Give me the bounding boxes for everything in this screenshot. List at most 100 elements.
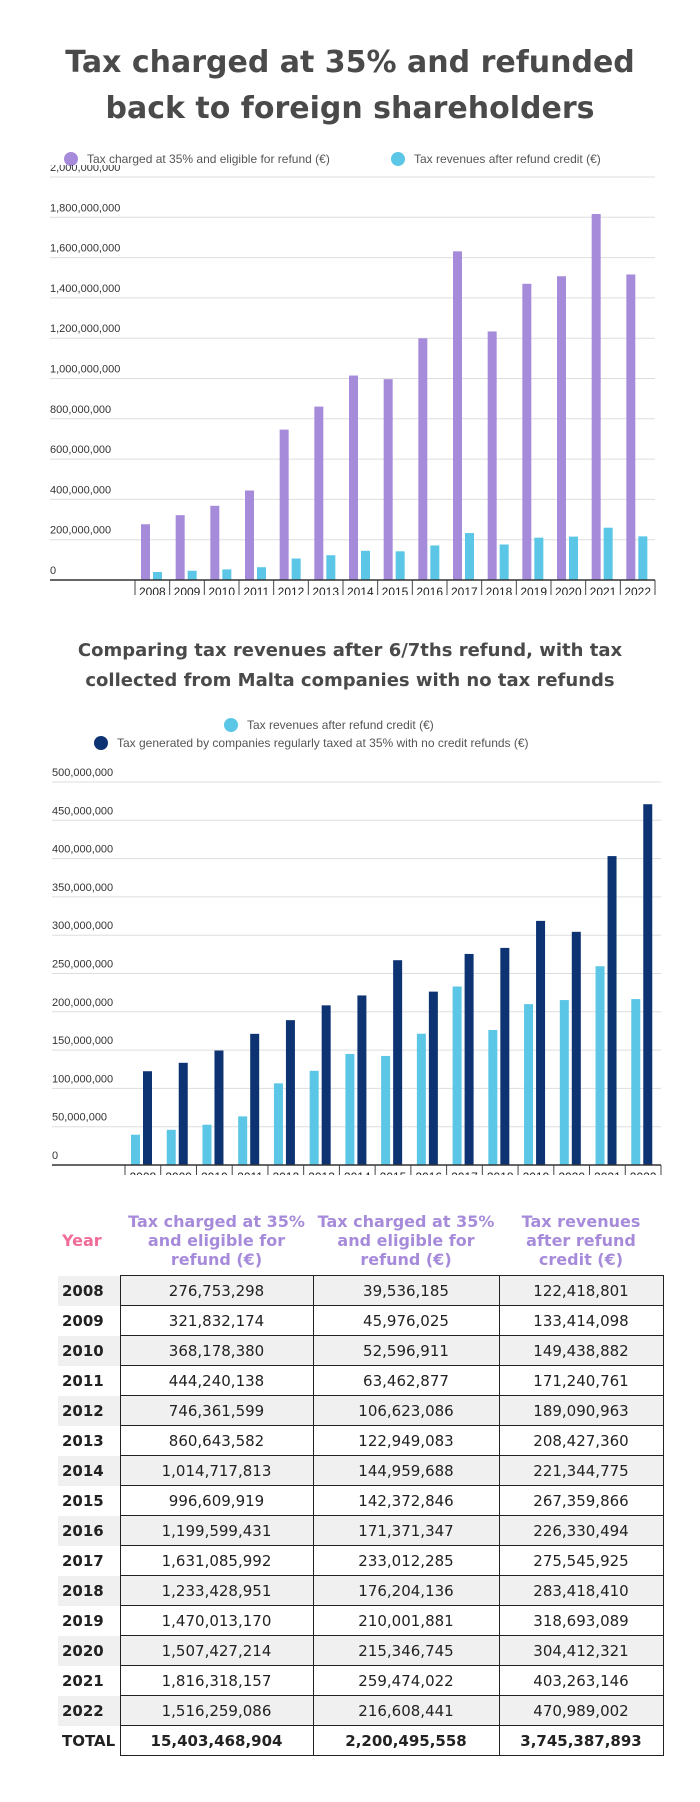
bar-charged xyxy=(314,406,324,580)
table-cell-value: 133,414,098 xyxy=(498,1305,664,1336)
table-cell-year: 2017 xyxy=(62,1551,104,1570)
bar-charged xyxy=(626,274,636,580)
x-tick-label: 2011 xyxy=(237,1170,263,1175)
table-cell-year: 2013 xyxy=(62,1431,104,1450)
table-header-col1: Tax charged at 35% and eligible for refu… xyxy=(120,1212,313,1276)
table-cell-value: 144,959,688 xyxy=(312,1455,500,1486)
header-line: Tax revenues xyxy=(521,1212,641,1231)
table-cell-year: 2012 xyxy=(58,1395,120,1426)
x-tick-label: 2019 xyxy=(520,585,547,595)
bar-after-refund xyxy=(395,551,405,580)
table-cell-value: 210,001,881 xyxy=(312,1605,500,1636)
y-tick-label: 1,400,000,000 xyxy=(50,283,120,295)
table-cell-year: 2021 xyxy=(62,1671,104,1690)
y-tick-label: 1,200,000,000 xyxy=(50,323,120,335)
chart1-plot: 0 200,000,000 400,000,000 600,000,000 800,00… xyxy=(50,165,656,595)
header-line: and eligible for xyxy=(147,1231,286,1250)
table-cell-value: 1,199,599,431 xyxy=(119,1515,314,1546)
table-cell-value: 176,204,136 xyxy=(312,1575,500,1606)
table-cell-value: 1,516,259,086 xyxy=(119,1695,314,1726)
table-cell-year: 2018 xyxy=(58,1575,120,1606)
bar-no-refund xyxy=(178,1062,188,1165)
table-cell-value: 189,090,963 xyxy=(498,1395,664,1426)
y-tick-label: 1,800,000,000 xyxy=(50,202,120,214)
bar-charged xyxy=(175,515,185,580)
y-tick-label: 1,000,000,000 xyxy=(50,364,120,376)
bar-after-refund xyxy=(222,569,232,580)
bar-after-refund xyxy=(603,527,613,580)
bar-after-refund xyxy=(166,1129,176,1165)
bar-after-refund xyxy=(381,1055,391,1165)
bar-charged xyxy=(383,379,393,580)
y-tick-label: 300,000,000 xyxy=(52,920,113,932)
legend-swatch xyxy=(391,152,405,166)
bar-after-refund xyxy=(534,537,544,580)
x-tick-label: 2015 xyxy=(380,1170,407,1175)
table-cell-value: 283,418,410 xyxy=(498,1575,664,1606)
bar-charged xyxy=(141,524,150,580)
table-cell-year: 2020 xyxy=(58,1635,120,1666)
bar-charged xyxy=(418,338,428,580)
table-cell-value: 267,359,866 xyxy=(498,1485,664,1516)
table-cell-value: 470,989,002 xyxy=(498,1695,664,1726)
table-row: 2018 1,233,428,951 176,204,136 283,418,410 xyxy=(58,1575,664,1606)
table-row: 2010 368,178,380 52,596,911 149,438,882 xyxy=(58,1335,664,1366)
bar-no-refund xyxy=(357,995,367,1165)
chart2-legend-item-1: Tax revenues after refund credit (€) xyxy=(224,718,434,732)
bar-after-refund xyxy=(465,533,474,580)
table-cell-value: 1,470,013,170 xyxy=(119,1605,314,1636)
bar-charged xyxy=(349,375,358,580)
table-row: 2017 1,631,085,992 233,012,285 275,545,925 xyxy=(58,1545,664,1576)
bar-no-refund xyxy=(250,1033,260,1165)
x-tick-label: 2017 xyxy=(451,1170,478,1175)
chart2-title-line2: collected from Malta companies with no t… xyxy=(85,670,615,691)
bar-charged xyxy=(591,214,601,580)
x-tick-label: 2021 xyxy=(594,1170,621,1175)
x-tick-label: 2022 xyxy=(624,585,651,595)
y-tick-label: 450,000,000 xyxy=(52,805,113,817)
bar-after-refund xyxy=(430,545,440,580)
legend-label: Tax charged at 35% and eligible for refu… xyxy=(87,152,330,166)
table-header-row: Year Tax charged at 35% and eligible for… xyxy=(58,1212,663,1276)
table-header-col2: Tax charged at 35% and eligible for refu… xyxy=(313,1212,499,1276)
y-tick-label: 350,000,000 xyxy=(52,882,113,894)
x-tick-label: 2014 xyxy=(347,585,374,595)
y-tick-label: 1,600,000,000 xyxy=(50,243,120,255)
x-tick-label: 2015 xyxy=(382,585,409,595)
table-cell-value: 1,816,318,157 xyxy=(119,1665,314,1696)
y-tick-label: 0 xyxy=(52,1150,58,1162)
y-tick-label: 100,000,000 xyxy=(52,1073,113,1085)
table-total-row: TOTAL 15,403,468,904 2,200,495,558 3,745,38… xyxy=(58,1725,664,1756)
bar-after-refund xyxy=(452,986,462,1165)
bar-charged xyxy=(210,505,220,580)
bar-after-refund xyxy=(499,544,509,580)
table-cell-value: 275,545,925 xyxy=(498,1545,664,1576)
header-line: Tax charged at 35% xyxy=(317,1212,495,1231)
x-tick-label: 2014 xyxy=(344,1170,371,1175)
table-cell-value: 171,240,761 xyxy=(498,1365,664,1396)
table-cell-year: 2011 xyxy=(62,1371,104,1390)
table-cell-value: 122,949,083 xyxy=(312,1425,500,1456)
table-cell-value: 276,753,298 xyxy=(119,1275,314,1306)
y-tick-label: 2,000,000,000 xyxy=(50,165,120,174)
bar-after-refund xyxy=(131,1134,140,1165)
x-tick-label: 2008 xyxy=(139,585,166,595)
table-cell-value: 1,233,428,951 xyxy=(119,1575,314,1606)
table-cell-value: 860,643,582 xyxy=(119,1425,314,1456)
bar-no-refund xyxy=(571,931,581,1165)
header-line: credit (€) xyxy=(538,1250,624,1269)
y-tick-label: 200,000,000 xyxy=(50,525,111,537)
x-tick-label: 2018 xyxy=(486,585,513,595)
table-cell-value: 208,427,360 xyxy=(498,1425,664,1456)
table-total-value: 3,745,387,893 xyxy=(498,1725,664,1756)
bar-charged xyxy=(245,490,254,580)
x-tick-label: 2009 xyxy=(165,1170,192,1175)
table-cell-year: 2009 xyxy=(62,1311,104,1330)
y-tick-label: 400,000,000 xyxy=(52,844,113,856)
table-cell-year: 2016 xyxy=(58,1515,120,1546)
table-cell-year: 2015 xyxy=(62,1491,104,1510)
y-tick-label: 400,000,000 xyxy=(50,484,111,496)
x-tick-label: 2012 xyxy=(278,585,305,595)
table-cell-year: 2008 xyxy=(58,1275,120,1306)
legend-swatch xyxy=(224,718,238,732)
